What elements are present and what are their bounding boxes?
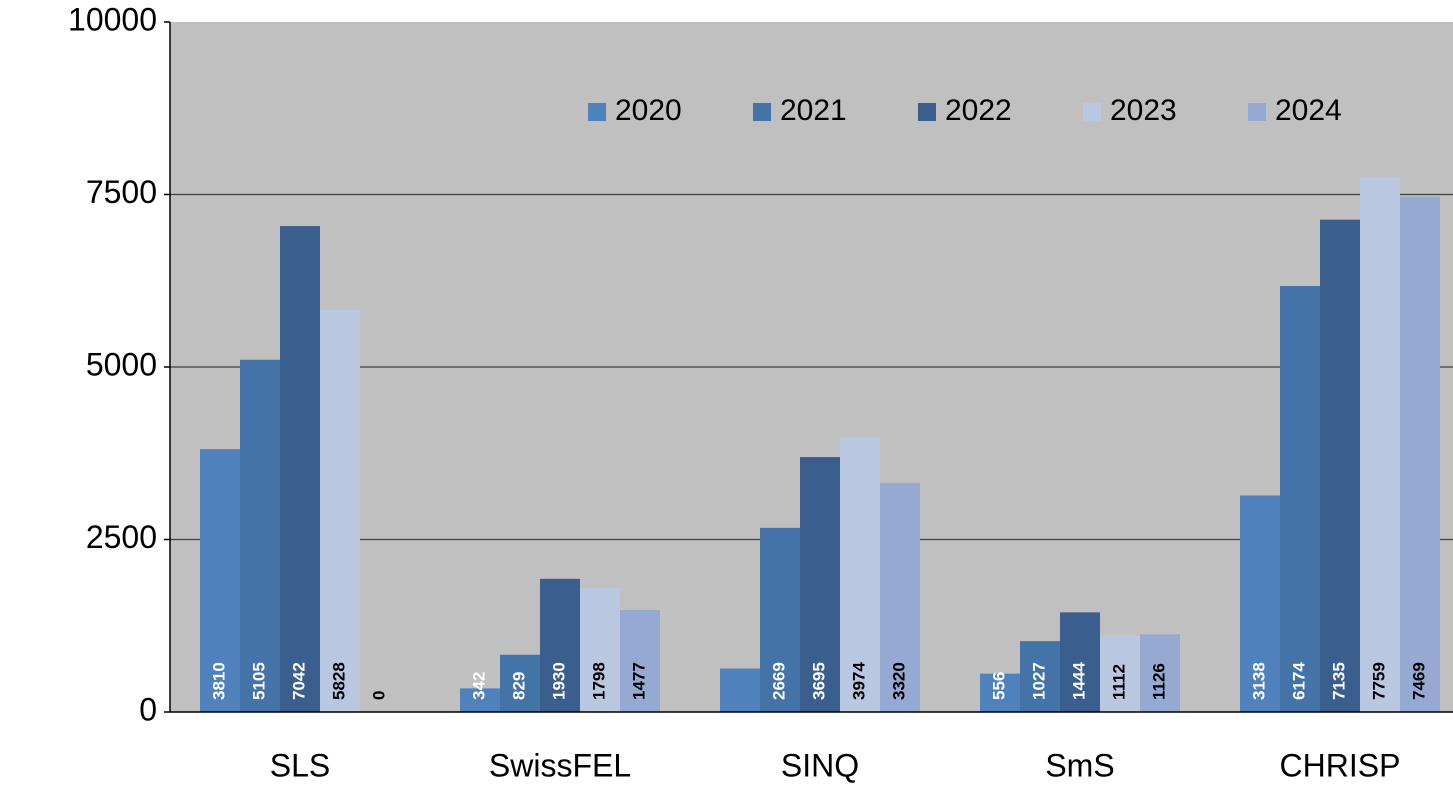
value-label: 0: [369, 691, 388, 700]
bar: [200, 449, 240, 712]
value-label: 1930: [549, 662, 568, 700]
value-label: 3810: [209, 662, 228, 700]
value-label: 3320: [889, 662, 908, 700]
bar: [1400, 196, 1440, 712]
x-tick-label: SmS: [1045, 747, 1114, 783]
y-tick-label: 5000: [86, 346, 157, 382]
legend-label: 2021: [780, 94, 847, 127]
bar: [280, 226, 320, 713]
value-label: 1798: [589, 662, 608, 700]
value-label: 5828: [329, 662, 348, 700]
value-label: 3138: [1249, 662, 1268, 700]
value-label: 3695: [809, 662, 828, 700]
bar: [1140, 634, 1180, 712]
value-label: 1477: [629, 662, 648, 700]
value-label: 556: [989, 672, 1008, 700]
x-tick-label: SwissFEL: [489, 747, 631, 783]
value-label: 1027: [1029, 662, 1048, 700]
legend-swatch: [588, 103, 606, 121]
bar: [840, 437, 880, 712]
legend-swatch: [1083, 103, 1101, 121]
value-label: 6174: [1289, 662, 1308, 700]
value-label: 3974: [849, 662, 868, 700]
value-label: 1444: [1069, 662, 1088, 700]
legend-swatch: [918, 103, 936, 121]
legend-label: 2022: [945, 94, 1012, 127]
bar: [760, 527, 800, 712]
x-tick-label: SLS: [270, 747, 330, 783]
bar: [1060, 612, 1100, 712]
y-tick-label: 0: [139, 691, 157, 727]
bar: [500, 654, 540, 712]
legend-swatch: [753, 103, 771, 121]
bar: [980, 673, 1020, 712]
bar: [460, 688, 500, 712]
legend-label: 2024: [1275, 94, 1342, 127]
value-label: 342: [469, 672, 488, 700]
y-tick-label: 2500: [86, 519, 157, 555]
bar: [1240, 495, 1280, 712]
legend-swatch: [1248, 103, 1266, 121]
x-tick-label: SINQ: [781, 747, 859, 783]
bar: [1280, 285, 1320, 712]
bar: [240, 359, 280, 712]
value-label: 829: [509, 672, 528, 700]
value-label: 7759: [1369, 662, 1388, 700]
bar: [1020, 641, 1060, 712]
bar: [320, 309, 360, 712]
value-label: 7135: [1329, 662, 1348, 700]
bar: [720, 668, 760, 712]
x-tick-label: CHRISP: [1280, 747, 1401, 783]
value-label: 5105: [249, 662, 268, 700]
value-label: 7042: [289, 662, 308, 700]
legend-label: 2023: [1110, 94, 1177, 127]
bar: [1360, 176, 1400, 712]
y-tick-label: 7500: [86, 174, 157, 210]
bar: [1320, 219, 1360, 712]
bar: [540, 578, 580, 712]
value-label: 1126: [1149, 663, 1168, 700]
bar: [880, 482, 920, 712]
value-label: 2669: [769, 662, 788, 700]
bar: [580, 587, 620, 712]
value-label: 1112: [1109, 664, 1128, 700]
bar: [800, 457, 840, 712]
legend-label: 2020: [615, 94, 682, 127]
y-tick-label: 10000: [68, 1, 157, 37]
bar: [1100, 635, 1140, 712]
bar: [620, 610, 660, 712]
value-label: 7469: [1409, 662, 1428, 700]
